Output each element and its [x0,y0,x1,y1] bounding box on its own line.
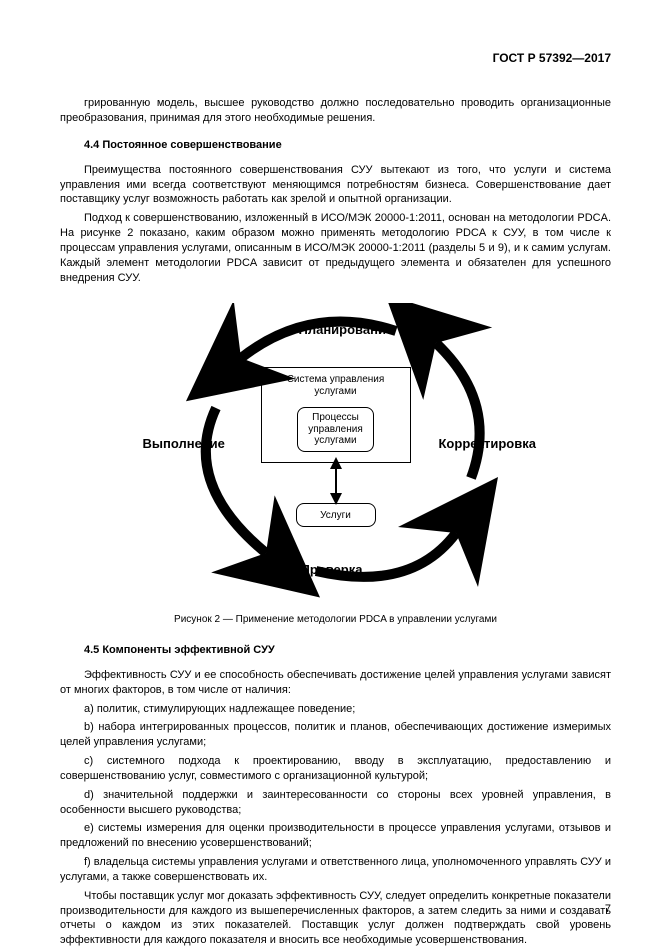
box-services-label: Услуги [320,510,351,522]
box-services: Услуги [296,503,376,527]
box-processes: Процессы управления услугами [297,407,374,452]
document-header: ГОСТ Р 57392—2017 [60,50,611,66]
section-4-4-p2: Подход к совершенствованию, изложенный в… [60,211,611,285]
label-check: Проверка [301,561,363,579]
section-4-4-title: 4.4 Постоянное совершенствование [60,138,611,153]
item-d: d) значительной поддержки и заинтересова… [60,788,611,818]
page-number: 7 [605,902,611,917]
label-plan: Планирование [299,321,394,339]
item-f: f) владельца системы управления услугами… [60,855,611,885]
box-suu-label: Система управления услугами [287,374,385,397]
figure-caption: Рисунок 2 — Применение методологии PDCA … [60,613,611,627]
item-b: b) набора интегрированных процессов, пол… [60,720,611,750]
section-4-4-p1: Преимущества постоянного совершенствован… [60,163,611,208]
item-e: e) системы измерения для оценки производ… [60,821,611,851]
section-4-5-p2: Чтобы поставщик услуг мог доказать эффек… [60,889,611,948]
pdca-diagram: Планирование Выполнение Проверка Коррект… [151,303,521,599]
label-act: Корректировка [439,435,536,453]
page: ГОСТ Р 57392—2017 грированную модель, вы… [0,0,661,935]
item-c: c) системного подхода к проектированию, … [60,754,611,784]
item-a: a) политик, стимулирующих надлежащее пов… [60,702,611,717]
label-do: Выполнение [143,435,225,453]
box-suu: Система управления услугами Процессы упр… [261,367,411,463]
section-4-5-title: 4.5 Компоненты эффективной СУУ [60,643,611,658]
section-4-5-p1: Эффективность СУУ и ее способность обесп… [60,668,611,698]
intro-paragraph: грированную модель, высшее руководство д… [60,96,611,126]
